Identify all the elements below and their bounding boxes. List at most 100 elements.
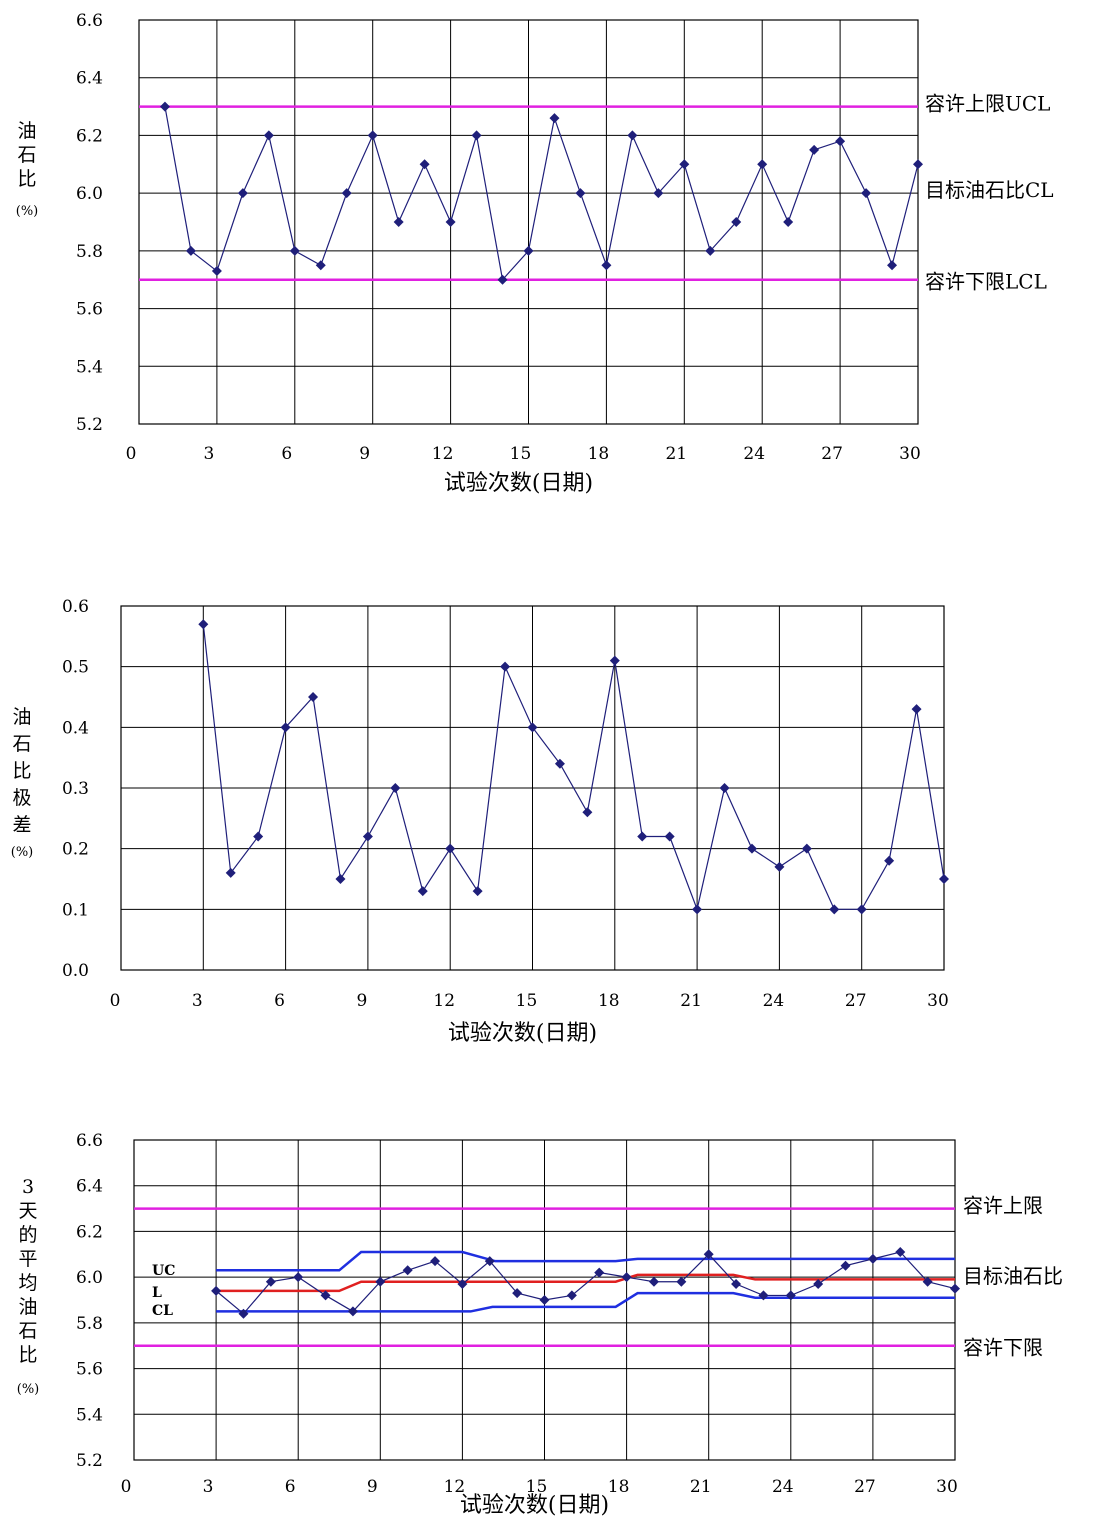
data-point [621,1272,632,1283]
x-tick-label: 30 [927,991,949,1011]
y-axis-label-char: 油 [18,1296,37,1318]
data-point [280,722,291,733]
data-point [289,245,300,256]
data-point [185,245,196,256]
y-tick-label: 0.6 [62,597,89,617]
data-point [472,886,483,897]
data-point [402,1265,413,1276]
data-point [293,1272,304,1283]
y-axis-label-char: 差 [12,814,31,836]
data-point [341,188,352,199]
limit-label: 容许上限UCL [925,92,1050,116]
x-tick-label: 3 [203,1477,214,1497]
inner-label: CL [152,1303,173,1319]
plot-frame [120,605,945,971]
x-tick-label: 0 [110,991,121,1011]
y-tick-label: 6.2 [76,1222,103,1242]
data-point [950,1283,960,1294]
x-tick-label: 12 [444,1477,466,1497]
data-point [315,260,326,271]
data-point [785,1290,796,1301]
y-axis-label-char: 油 [17,120,36,142]
limit-label: 容许上限 [963,1194,1043,1218]
y-tick-label: 6.4 [76,69,103,89]
data-point [320,1290,331,1301]
x-tick-label: 9 [359,444,370,464]
inner-label: UC [152,1263,175,1279]
data-point [637,831,648,842]
data-point [500,661,511,672]
data-point [549,113,560,124]
x-axis-label: 试验次数(日期) [448,1021,597,1046]
x-tick-label: 0 [121,1477,132,1497]
x-tick-label: 3 [192,991,203,1011]
y-axis-label-char: 天 [18,1200,37,1222]
data-point [419,159,430,170]
x-tick-label: 30 [936,1477,958,1497]
plot-frame [138,19,919,425]
data-point [627,130,638,141]
x-tick-label: 15 [516,991,538,1011]
data-point [393,217,404,227]
data-point [484,1256,495,1267]
x-tick-label: 18 [608,1477,630,1497]
data-point [705,245,716,256]
data-point [884,855,895,866]
data-point [601,260,612,271]
data-point [861,188,872,199]
chart-3: 0 3 6 9 12 15 18 21 24 27 30 5.2 5.4 5.6 5.8 6.0 6.2 6.4 6… [17,1131,1063,1518]
x-tick-label: 6 [285,1477,296,1497]
data-point [238,1308,249,1319]
data-point [211,1285,222,1296]
x-tick-label: 6 [274,991,285,1011]
data-point [757,159,768,170]
y-tick-label: 0.1 [62,900,89,920]
x-tick-label: 27 [821,444,843,464]
data-point [265,1276,276,1287]
data-point [253,831,264,842]
y-axis-label-char: 的 [18,1224,37,1246]
data-point [813,1279,824,1289]
inner-labels: UC L CL [152,1263,175,1319]
data-point [774,861,785,872]
data-point [347,1306,358,1317]
data-point [856,904,867,915]
y-tick-label: 6.2 [76,126,103,146]
x-tick-label: 21 [680,991,702,1011]
x-tick-label: 6 [281,444,292,464]
data-point [895,1247,906,1257]
x-axis-label: 试验次数(日期) [460,1493,609,1518]
y-tick-label: 0.0 [62,961,89,981]
x-tick-label: 21 [690,1477,712,1497]
data-point [801,843,812,854]
y-axis-label-char: 石 [18,1320,37,1342]
y-tick-label: 5.2 [76,415,103,435]
y-tick-label: 6.0 [76,1268,103,1288]
data-point [263,130,274,141]
data-point [692,904,703,915]
data-point [582,807,593,818]
data-point [648,1276,659,1287]
x-tick-label: 0 [126,444,137,464]
plot-frame [133,1139,956,1461]
data-point [731,1279,742,1289]
limit-label: 容许下限 [963,1336,1043,1360]
data-point [575,188,586,199]
data-point [867,1253,878,1264]
data-point [159,101,170,112]
data-point [913,159,923,170]
x-tick-label: 21 [665,444,687,464]
x-tick-label: 18 [588,444,610,464]
y-tick-label: 0.4 [62,718,89,738]
data-point [594,1267,605,1278]
data-point [390,783,401,793]
data-point [362,831,373,842]
data-point [703,1249,714,1260]
y-tick-label: 5.6 [76,300,103,320]
data-point [653,188,664,199]
data-point [211,266,222,277]
data-point [367,130,378,141]
